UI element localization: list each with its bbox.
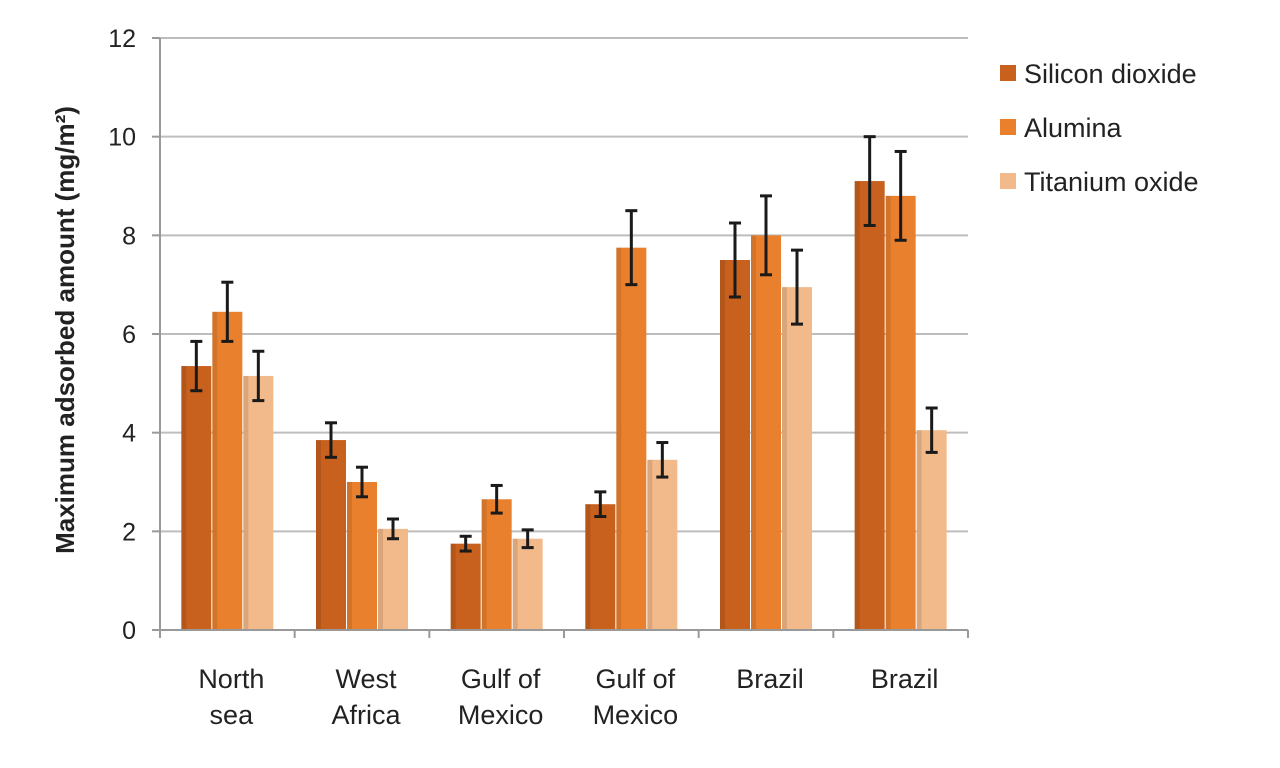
y-tick-label: 6 (122, 321, 136, 349)
x-category-label-line: sea (210, 700, 255, 730)
bar (181, 366, 212, 630)
bar-shade (181, 366, 187, 630)
legend-swatch (1000, 173, 1016, 189)
x-category-label-line: Mexico (593, 700, 679, 730)
bar-shade (751, 235, 756, 631)
y-tick-label: 4 (122, 420, 136, 448)
x-category-label-line: Africa (331, 700, 401, 730)
legend-swatch (1000, 65, 1016, 81)
bar (512, 538, 543, 630)
bar-shade (720, 260, 725, 630)
bar-shade (854, 181, 860, 631)
bar-shade (243, 375, 249, 630)
bar-shade (450, 543, 456, 630)
y-tick-label: 0 (122, 617, 136, 645)
bar-shade (347, 482, 352, 630)
bar (647, 459, 678, 630)
x-category-label-line: Brazil (871, 664, 939, 694)
bar-shade (616, 247, 622, 630)
x-category-label-line: Gulf of (596, 664, 676, 694)
y-tick-label: 10 (108, 124, 136, 152)
bar (378, 528, 408, 630)
axes (159, 38, 969, 638)
legend-label: Alumina (1024, 113, 1123, 143)
y-tick-labels: 0 2 4 6 8 10 12 (108, 25, 136, 645)
bar (347, 482, 377, 630)
x-category-labels: North sea West Africa Gulf of Mexico Gulf of Me… (198, 664, 938, 730)
x-category-label-line: Brazil (736, 664, 804, 694)
x-category-label: North sea (198, 664, 264, 730)
bar (243, 375, 274, 630)
bar-shade (647, 459, 653, 630)
legend-label: Silicon dioxide (1024, 59, 1197, 89)
bars (181, 181, 947, 631)
gridlines (152, 37, 968, 631)
bar-shade (512, 538, 518, 630)
bar-shade (378, 528, 383, 630)
x-category-label: Brazil (871, 664, 939, 694)
bar (616, 247, 647, 630)
bar (916, 430, 947, 630)
x-category-label: Gulf of Mexico (458, 664, 544, 730)
bar (751, 235, 781, 631)
error-bars (190, 135, 938, 553)
bar-shade (916, 430, 922, 630)
bar-shade (885, 195, 891, 630)
bar-shade (585, 504, 591, 630)
x-category-label: West Africa (331, 664, 401, 730)
bar (782, 287, 812, 630)
bar (885, 195, 916, 630)
bar (212, 311, 243, 630)
bar (316, 440, 346, 630)
y-axis-label: Maximum adsorbed amount (mg/m²) (50, 106, 80, 554)
bar (450, 543, 481, 630)
x-category-label-line: Gulf of (461, 664, 541, 694)
bar (481, 499, 512, 630)
legend: Silicon dioxide Alumina Titanium oxide (1000, 59, 1199, 197)
x-category-label-line: North (198, 664, 264, 694)
x-category-label-line: West (335, 664, 397, 694)
x-category-label: Gulf of Mexico (593, 664, 679, 730)
y-tick-label: 8 (122, 222, 136, 250)
legend-label: Titanium oxide (1024, 167, 1199, 197)
bar (720, 260, 750, 630)
legend-swatch (1000, 119, 1016, 135)
bar-shade (782, 287, 787, 630)
bar (585, 504, 616, 630)
x-category-label: Brazil (736, 664, 804, 694)
bar-shade (481, 499, 487, 630)
bar-shade (316, 440, 321, 630)
bar (854, 181, 885, 631)
y-tick-label: 2 (122, 518, 136, 546)
y-tick-label: 12 (108, 25, 136, 53)
x-category-label-line: Mexico (458, 700, 544, 730)
bar-shade (212, 311, 218, 630)
